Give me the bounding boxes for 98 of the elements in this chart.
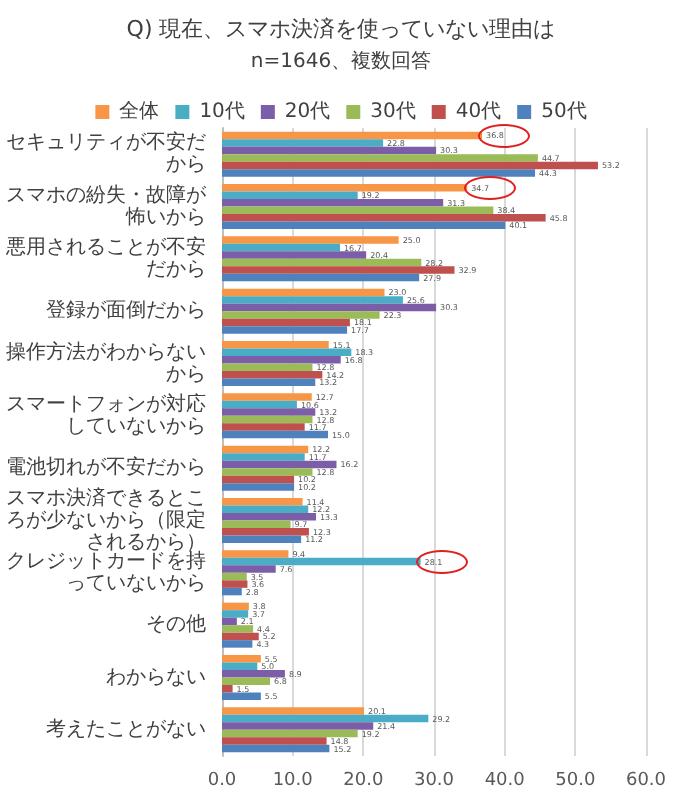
bar — [222, 505, 309, 513]
bar — [222, 214, 546, 222]
bar — [222, 371, 323, 379]
bar — [222, 460, 337, 469]
x-tick-label: 10.0 — [272, 771, 314, 791]
bar — [222, 632, 259, 641]
x-tick-label: 50.0 — [555, 771, 596, 791]
bar — [222, 513, 316, 521]
bar — [222, 311, 380, 319]
legend-label: 30代 — [370, 101, 416, 123]
y-tick-label: スマートフォンが対応していないから — [6, 391, 206, 438]
bar — [222, 184, 468, 192]
bar — [222, 221, 506, 229]
bar — [222, 483, 295, 491]
bar — [222, 191, 358, 199]
bar — [222, 356, 341, 364]
bar — [222, 139, 384, 147]
bar — [222, 602, 249, 611]
bar — [222, 326, 348, 334]
bar — [222, 266, 455, 274]
bar — [222, 610, 249, 618]
bar — [222, 587, 242, 596]
x-tick-label: 30.0 — [413, 771, 455, 791]
bar — [222, 453, 305, 461]
bar — [222, 251, 367, 259]
bar — [222, 737, 327, 745]
bar — [222, 670, 285, 678]
y-tick-label: その他 — [146, 612, 206, 637]
bar — [222, 714, 429, 723]
x-tick-label: 60.0 — [625, 771, 667, 791]
y-tick-label: スマホの紛失・故障が怖いから — [6, 182, 208, 229]
bar — [222, 318, 350, 327]
bar — [222, 445, 309, 454]
legend-label: 全体 — [119, 99, 160, 123]
bar — [222, 199, 444, 207]
bar — [222, 408, 316, 416]
bar — [222, 258, 422, 267]
bar — [222, 655, 261, 663]
x-tick-label: 40.0 — [484, 771, 526, 791]
bar — [222, 378, 316, 386]
bar — [222, 662, 258, 670]
bar — [222, 430, 328, 439]
bar — [222, 296, 403, 304]
legend-label: 20代 — [284, 101, 331, 123]
bar — [222, 729, 358, 738]
y-tick-label: 考えたことがない — [46, 716, 206, 741]
bar — [222, 400, 297, 409]
bar — [222, 146, 437, 155]
y-tick-label: 登録が面倒だから — [46, 298, 206, 323]
y-tick-label: クレジットカードを持っていないから — [6, 548, 206, 595]
bar — [222, 550, 289, 558]
bar — [222, 677, 271, 685]
bar — [222, 341, 329, 349]
bar — [222, 348, 352, 356]
bar — [222, 707, 365, 715]
x-tick-label: 0.0 — [207, 771, 237, 791]
bar — [222, 692, 261, 700]
bar — [222, 640, 253, 648]
legend-label: 10代 — [199, 101, 245, 123]
y-tick-label: わからない — [106, 666, 206, 689]
bar — [222, 744, 330, 753]
bar — [222, 393, 312, 401]
legend-label: 40代 — [455, 101, 502, 123]
legend-label: 50代 — [541, 101, 587, 123]
bar — [222, 617, 237, 626]
bar — [222, 535, 302, 543]
bar — [222, 685, 233, 693]
bar — [222, 154, 538, 162]
bar — [222, 131, 483, 140]
bar — [222, 415, 313, 424]
chart-subtitle: n=1646、複数回答 — [250, 49, 432, 73]
bar — [222, 273, 420, 282]
bar — [222, 468, 313, 476]
chart-title: Q) 現在、スマホ決済を使っていない理由は — [126, 16, 556, 42]
y-tick-label: セキュリティが不安だから — [6, 130, 206, 177]
bar — [222, 423, 305, 431]
bar — [222, 557, 421, 566]
bar — [222, 722, 374, 730]
bar — [222, 363, 313, 371]
bar — [222, 206, 494, 214]
bar — [222, 498, 303, 506]
y-tick-label: 操作方法がわからないから — [6, 339, 206, 386]
bar — [222, 528, 309, 536]
bar — [222, 288, 385, 297]
bar — [222, 572, 247, 581]
y-tick-label: 悪用されることが不安だから — [4, 234, 206, 281]
bar — [222, 303, 437, 312]
bar — [222, 236, 399, 244]
x-tick-label: 20.0 — [343, 771, 384, 791]
bar — [222, 565, 276, 573]
bar — [222, 243, 341, 252]
bar — [222, 625, 254, 633]
bar — [222, 161, 598, 170]
bar — [222, 520, 291, 528]
bar — [222, 475, 295, 484]
bar — [222, 169, 536, 177]
y-tick-label: 電池切れが不安だから — [6, 455, 206, 480]
bar — [222, 580, 248, 588]
